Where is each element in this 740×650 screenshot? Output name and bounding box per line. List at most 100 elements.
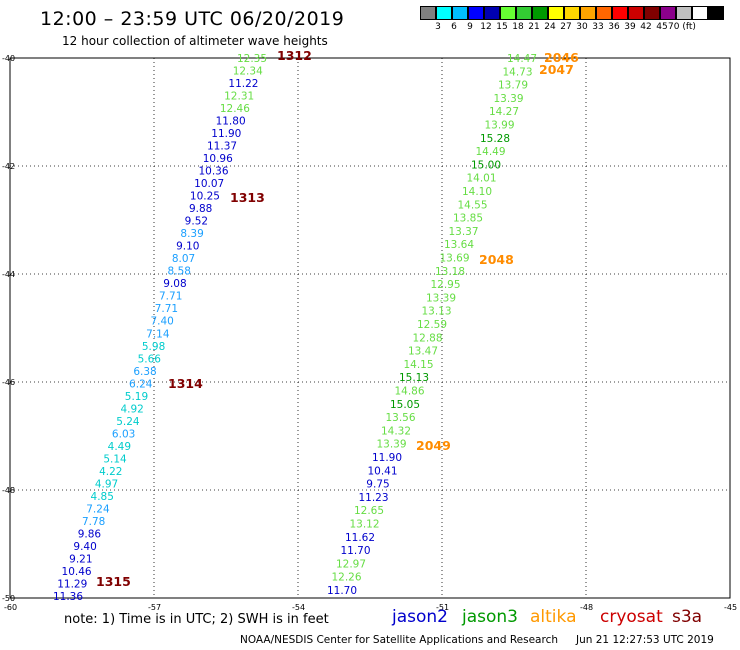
colorbar-swatch	[420, 6, 436, 20]
wave-height-label: 14.86	[394, 386, 424, 398]
wave-height-label: 15.28	[480, 133, 510, 145]
colorbar-label: 9	[467, 22, 473, 32]
footer-timestamp: Jun 21 12:27:53 UTC 2019	[576, 634, 714, 646]
wave-height-label: 7.78	[82, 516, 105, 528]
wave-height-label: 13.39	[376, 439, 406, 451]
wave-height-label: 7.71	[159, 291, 182, 303]
colorbar-label: 21	[528, 22, 540, 32]
wave-height-label: 11.70	[340, 545, 370, 557]
legend-jason3: jason3	[462, 607, 518, 627]
wave-height-label: 11.29	[57, 578, 87, 590]
colorbar-swatch	[532, 6, 548, 20]
time-label: 1314	[168, 376, 203, 391]
colorbar-label: 45	[656, 22, 668, 32]
colorbar-label: 24	[544, 22, 556, 32]
lat-tick-label: -48	[2, 486, 15, 495]
time-label: 2048	[479, 252, 514, 267]
wave-height-label: 5.19	[125, 391, 148, 403]
wave-height-label: 10.41	[367, 465, 397, 477]
colorbar-label: 33	[592, 22, 604, 32]
wave-height-label: 7.14	[146, 328, 170, 340]
lat-tick-label: -44	[2, 270, 15, 279]
wave-height-label: 9.40	[73, 541, 96, 553]
wave-height-label: 4.97	[95, 478, 118, 490]
colorbar-swatch	[516, 6, 532, 20]
wave-height-label: 11.90	[211, 128, 241, 140]
page-subtitle: 12 hour collection of altimeter wave hei…	[62, 34, 328, 48]
time-label: 2047	[539, 62, 574, 77]
wave-height-label: 10.07	[194, 178, 224, 190]
wave-height-label: 5.98	[142, 341, 165, 353]
wave-height-label: 13.99	[484, 120, 514, 132]
wave-height-label: 12.35	[237, 53, 267, 65]
lat-tick-label: -50	[2, 594, 15, 603]
wave-height-label: 14.49	[475, 146, 505, 158]
colorbar-swatch	[596, 6, 612, 20]
wave-height-label: 13.47	[408, 346, 438, 358]
colorbar-label: 27	[560, 22, 572, 32]
colorbar-swatch	[676, 6, 692, 20]
lon-tick-label: -57	[148, 603, 161, 612]
wave-height-label: 11.70	[327, 585, 357, 597]
wave-height-label: 7.24	[86, 503, 110, 515]
wave-height-label: 9.52	[185, 216, 208, 228]
colorbar-swatch	[468, 6, 484, 20]
colorbar-swatch	[452, 6, 468, 20]
colorbar-swatch	[500, 6, 516, 20]
footer-credit: NOAA/NESDIS Center for Satellite Applica…	[240, 634, 558, 646]
lon-tick-label: -51	[436, 603, 449, 612]
wave-height-label: 12.26	[331, 572, 361, 584]
note-text: note: 1) Time is in UTC; 2) SWH is in fe…	[64, 612, 329, 627]
wave-height-label: 4.85	[91, 491, 114, 503]
colorbar-swatch	[644, 6, 660, 20]
map-frame	[9, 57, 731, 599]
wave-height-label: 12.65	[354, 505, 384, 517]
colorbar-swatch	[484, 6, 500, 20]
wave-height-label: 15.00	[471, 159, 501, 171]
wave-height-label: 14.47	[507, 53, 537, 65]
wave-height-label: 13.69	[439, 253, 469, 265]
colorbar-label: 36	[608, 22, 620, 32]
wave-height-label: 7.71	[155, 303, 178, 315]
wave-height-label: 15.05	[390, 399, 420, 411]
wave-height-label: 4.22	[99, 466, 122, 478]
wave-height-label: 12.34	[233, 66, 263, 78]
colorbar-swatch	[660, 6, 676, 20]
legend-jason2: jason2	[392, 607, 448, 627]
colorbar-swatch	[580, 6, 596, 20]
wave-height-label: 6.03	[112, 428, 135, 440]
wave-height-label: 8.07	[172, 253, 195, 265]
colorbar-swatch	[612, 6, 628, 20]
colorbar-label: 30	[576, 22, 588, 32]
lon-tick-label: -54	[292, 603, 305, 612]
wave-height-label: 9.10	[176, 241, 199, 253]
colorbar-swatch	[708, 6, 724, 20]
wave-height-label: 14.55	[457, 199, 487, 211]
colorbar-label: 18	[512, 22, 524, 32]
wave-height-label: 11.62	[345, 532, 375, 544]
wave-height-label: 13.37	[448, 226, 478, 238]
wave-height-label: 11.36	[53, 591, 83, 603]
wave-height-label: 10.36	[198, 166, 228, 178]
wave-height-label: 10.25	[190, 191, 220, 203]
wave-height-label: 13.18	[435, 266, 465, 278]
wave-height-label: 12.97	[336, 558, 366, 570]
wave-height-label: 11.80	[216, 116, 246, 128]
wave-height-label: 13.79	[498, 80, 528, 92]
colorbar-label: 39	[624, 22, 636, 32]
colorbar-label: 12	[480, 22, 492, 32]
wave-height-label: 5.24	[116, 416, 140, 428]
legend-altika: altika	[530, 607, 577, 627]
wave-height-label: 11.90	[372, 452, 402, 464]
wave-height-label: 5.66	[138, 353, 162, 365]
colorbar-label: 42	[640, 22, 652, 32]
wave-height-label: 13.85	[453, 213, 483, 225]
lat-tick-label: -40	[2, 54, 15, 63]
wave-height-label: 9.88	[189, 203, 212, 215]
colorbar-swatch	[692, 6, 708, 20]
wave-height-label: 11.22	[228, 78, 258, 90]
wave-height-label: 9.75	[366, 479, 389, 491]
time-label: 1312	[277, 48, 312, 63]
colorbar-label: 15	[496, 22, 508, 32]
